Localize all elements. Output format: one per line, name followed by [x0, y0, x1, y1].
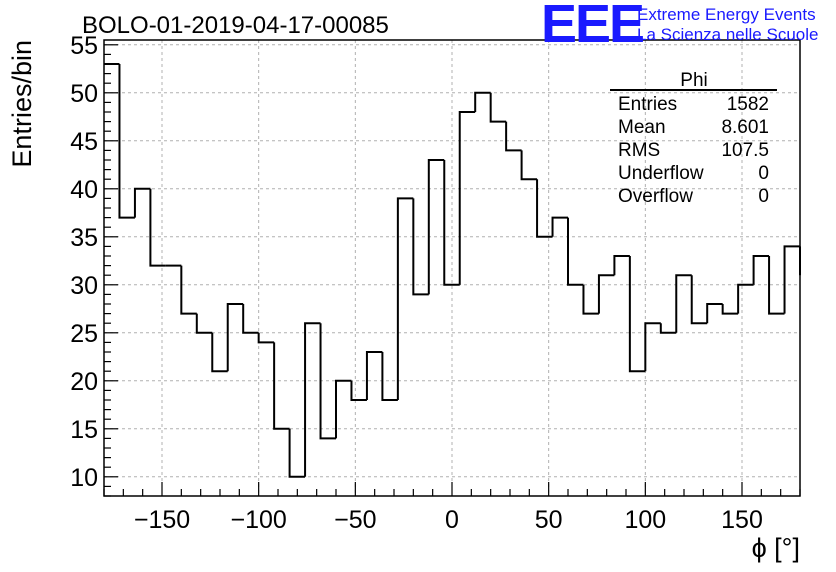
histogram-bin	[319, 323, 336, 440]
histogram-bin	[737, 283, 754, 314]
histogram-bin	[211, 332, 228, 373]
y-tick-label: 50	[70, 80, 98, 108]
histogram-bin	[706, 303, 723, 324]
stats-row-label: RMS	[618, 140, 660, 161]
x-tick-label: 0	[445, 506, 459, 534]
histogram-bin	[752, 255, 770, 285]
histogram-bin	[768, 256, 785, 315]
histogram-bin	[659, 323, 677, 334]
stats-row-value: 8.601	[721, 117, 769, 138]
histogram-bin	[721, 304, 739, 315]
histogram-bin	[536, 179, 553, 238]
stats-row-label: Underflow	[618, 163, 704, 184]
histogram-bin	[489, 92, 507, 123]
x-tick-label: 50	[535, 506, 563, 534]
y-tick-label: 40	[70, 176, 98, 204]
histogram-bin	[195, 313, 213, 334]
histogram-bin	[118, 64, 135, 219]
histogram-bin	[381, 352, 398, 401]
y-tick-label: 30	[70, 272, 98, 300]
eee-logo: EEE Extreme Energy Events La Scienza nel…	[541, 0, 818, 54]
grid-lines	[104, 40, 800, 496]
histogram-series	[104, 64, 801, 478]
histogram-bin	[443, 160, 460, 286]
x-axis: −150 −100 −50 0 50 100 150	[103, 482, 801, 534]
stats-row-value: 0	[758, 163, 769, 184]
histogram-bin	[474, 91, 491, 112]
x-axis-title: ϕ [°]	[752, 533, 800, 563]
histogram-bin	[427, 159, 445, 295]
stats-row-value: 0	[758, 186, 769, 207]
histogram-bin	[226, 303, 244, 372]
histogram-bin	[180, 265, 197, 315]
stats-row-value: 1582	[727, 94, 769, 115]
stats-box-title: Phi	[680, 70, 707, 91]
y-tick-label: 55	[70, 32, 98, 60]
y-tick-label: 20	[70, 368, 98, 396]
histogram-bin	[628, 256, 646, 373]
y-tick-label: 10	[70, 464, 98, 492]
histogram-bin	[149, 188, 166, 267]
histogram-bin	[597, 274, 615, 314]
histogram-bin	[613, 255, 630, 276]
chart-title: BOLO-01-2019-04-17-00085	[82, 12, 389, 39]
histogram-bin	[396, 197, 414, 400]
x-tick-label: −150	[134, 506, 190, 534]
histogram-bin	[783, 245, 800, 314]
stats-box: Phi Entries 1582 Mean 8.601 RMS 107.5 Underflo…	[610, 70, 777, 207]
x-tick-label: −50	[334, 506, 376, 534]
stats-row-label: Entries	[618, 94, 677, 115]
histogram-bin	[273, 342, 290, 430]
stats-row-value: 107.5	[721, 140, 769, 161]
y-tick-label: 45	[70, 128, 98, 156]
histogram-bin	[304, 322, 321, 477]
stats-box-rows: Entries 1582 Mean 8.601 RMS 107.5 Underflow 0 Ov…	[618, 94, 769, 207]
logo-line-1: Extreme Energy Events	[637, 5, 816, 24]
histogram-bin	[690, 275, 708, 325]
histogram-bin	[567, 217, 584, 286]
histogram-bin	[288, 428, 306, 478]
x-tick-label: −100	[231, 506, 287, 534]
histogram-bin	[505, 121, 522, 152]
histogram-bin	[644, 322, 661, 372]
histogram-bin	[335, 379, 352, 439]
y-axis: 10 15 20 25 30 35 40 45 50 55	[70, 32, 118, 497]
histogram-bin	[675, 274, 692, 333]
histogram-bin	[257, 332, 275, 344]
y-tick-label: 25	[70, 320, 98, 348]
y-axis-title: Entries/bin	[7, 40, 37, 168]
histogram-bin	[520, 150, 538, 181]
histogram-bin	[412, 198, 429, 296]
histogram-bin	[133, 187, 151, 218]
histogram-bin	[551, 216, 568, 237]
y-tick-label: 15	[70, 416, 98, 444]
histogram-bin	[350, 380, 367, 401]
histogram-bin	[582, 284, 599, 315]
x-tick-label: 150	[721, 506, 763, 534]
histogram-bin	[242, 304, 259, 334]
logo-line-2: La Scienza nelle Scuole	[637, 25, 818, 44]
x-tick-label: 100	[624, 506, 666, 534]
histogram-bin	[458, 111, 476, 285]
y-tick-label: 35	[70, 224, 98, 252]
stats-row-label: Mean	[618, 117, 666, 138]
histogram-bin	[365, 351, 383, 400]
stats-row-label: Overflow	[618, 186, 693, 207]
logo-mark: EEE	[541, 0, 643, 54]
